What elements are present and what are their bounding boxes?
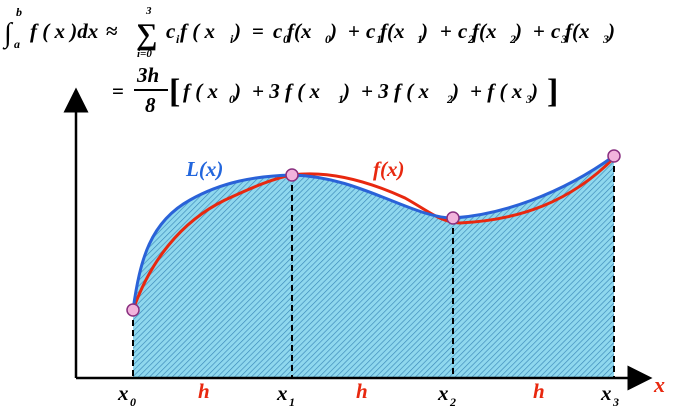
term-0-coef-sub: 0 [283, 32, 289, 46]
fraction-denominator: 8 [145, 93, 156, 117]
term-1-func: f(x [380, 19, 405, 43]
sum-upper-limit: 3 [145, 5, 152, 17]
line2-f2-close: ) [450, 79, 459, 103]
sum-func-close: ) [232, 19, 241, 43]
line2-f3: + f ( x [470, 79, 522, 103]
formula-line-2: = 3h 8 [ f ( x 0 ) + 3 f ( x 1 ) + 3 f (… [112, 63, 558, 117]
L-curve-label: L(x) [185, 157, 223, 181]
line2-f3-close: ) [529, 79, 538, 103]
integral-lower-limit: a [14, 37, 20, 51]
right-bracket: ] [547, 73, 558, 110]
term-3-coef-sub: 3 [560, 32, 567, 46]
node-sub-2: 2 [449, 395, 456, 409]
sum-sign: ∑ [136, 18, 157, 51]
line2-f1: + 3 f ( x [252, 79, 320, 103]
term-3-coef: c [551, 19, 561, 43]
sum-coef: c [166, 19, 176, 43]
term-2-coef: c [458, 19, 468, 43]
f-curve-label: f(x) [373, 157, 404, 181]
node-sub-0: 0 [130, 395, 136, 409]
sum-func: f ( x [180, 19, 215, 43]
term-3-close: ) [606, 19, 615, 43]
term-0-coef: c [273, 19, 283, 43]
equals-sign-2: = [112, 79, 124, 103]
plus-3: + [533, 19, 545, 43]
line2-f1-close: ) [341, 79, 350, 103]
approx-sign: ≈ [106, 19, 118, 43]
step-label-3: h [533, 379, 545, 403]
node-sub-1: 1 [289, 395, 295, 409]
line2-f0-close: ) [232, 79, 241, 103]
sum-lower-limit: i=0 [137, 48, 152, 60]
node-marker-0 [126, 303, 140, 317]
line2-f1-sub: 1 [338, 92, 344, 106]
step-label-1: h [198, 379, 210, 403]
term-2-func: f(x [472, 19, 497, 43]
term-1-func-sub: 1 [417, 32, 423, 46]
equals-sign-1: = [252, 19, 264, 43]
term-0-close: ) [328, 19, 337, 43]
node-label-1: x [276, 381, 288, 405]
node-label-3: x [600, 381, 612, 405]
term-3-func-sub: 3 [602, 32, 609, 46]
node-sub-3: 3 [612, 395, 619, 409]
sum-func-sub: i [230, 32, 234, 46]
node-marker-2 [446, 211, 460, 225]
term-2-coef-sub: 2 [467, 32, 474, 46]
L-curve [131, 154, 615, 311]
left-bracket: [ [169, 73, 180, 110]
term-1-coef: c [366, 19, 376, 43]
node-label-2: x [437, 381, 449, 405]
plus-2: + [440, 19, 452, 43]
term-2-func-sub: 2 [509, 32, 516, 46]
step-label-2: h [356, 379, 368, 403]
term-3-func: f(x [565, 19, 590, 43]
formula-line-1: ∫ a b f ( x )dx ≈ 3 ∑ i=0 c i f ( x i ) … [2, 5, 615, 60]
integrand: f ( x )dx [30, 19, 98, 43]
term-1-close: ) [419, 19, 428, 43]
term-0-func-sub: 0 [325, 32, 331, 46]
line2-f0-sub: 0 [229, 92, 235, 106]
node-label-0: x [117, 381, 129, 405]
node-marker-1 [285, 168, 299, 182]
sum-coef-sub: i [176, 32, 180, 46]
x-axis-label: x [653, 372, 665, 397]
line2-f0: f ( x [183, 79, 218, 103]
area-under-L [133, 156, 614, 378]
line2-f3-sub: 3 [525, 92, 532, 106]
line2-f2-sub: 2 [446, 92, 453, 106]
line2-f2: + 3 f ( x [361, 79, 429, 103]
term-1-coef-sub: 1 [376, 32, 382, 46]
graph: L(x) f(x) x x 0 x 1 x 2 x 3 h h h [63, 87, 665, 409]
f-curve [131, 156, 616, 311]
integral-upper-limit: b [16, 5, 22, 19]
integral-sign: ∫ [2, 18, 14, 50]
term-0-func: f(x [287, 19, 312, 43]
node-marker-3 [607, 149, 621, 163]
plus-1: + [348, 19, 360, 43]
term-2-close: ) [513, 19, 522, 43]
fraction-numerator: 3h [136, 63, 159, 87]
